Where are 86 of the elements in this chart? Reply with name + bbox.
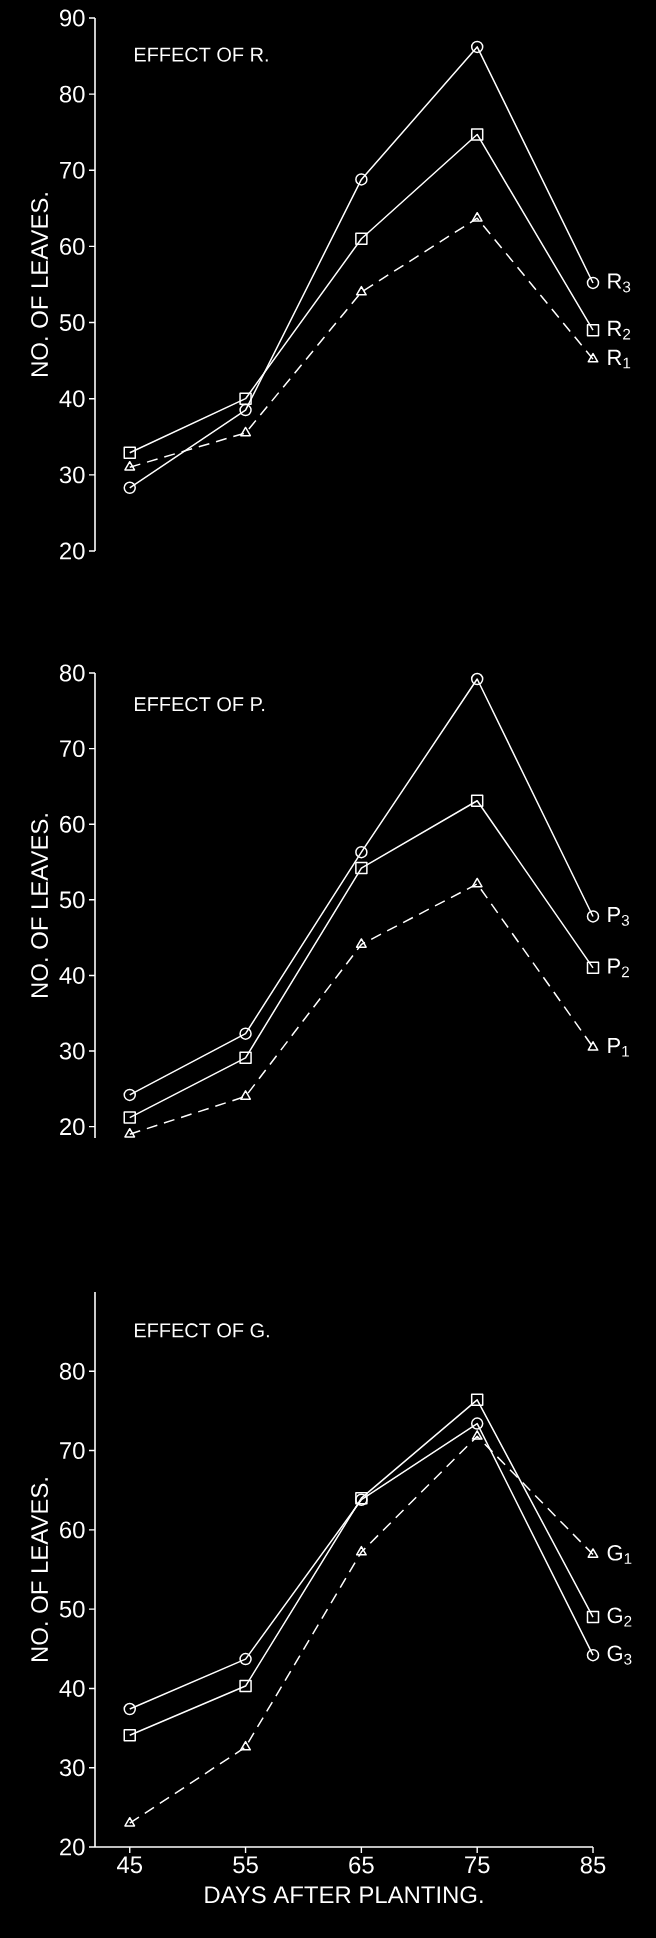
point xyxy=(355,845,368,859)
y-tick-label: 60 xyxy=(60,237,85,255)
point xyxy=(124,1816,136,1827)
y-tick-label: 80 xyxy=(59,85,85,103)
point xyxy=(239,1051,252,1065)
point xyxy=(240,1090,252,1100)
point xyxy=(239,392,252,405)
point xyxy=(471,877,483,888)
y-axis-title: NO. OF LEAVES. xyxy=(31,193,49,376)
y-tick-label: 50 xyxy=(59,1600,85,1618)
y-tick-label: 90 xyxy=(60,9,85,27)
x-tick-label: 55 xyxy=(233,1856,258,1874)
point xyxy=(123,1111,136,1124)
point xyxy=(123,446,136,460)
point xyxy=(239,403,252,417)
point xyxy=(355,938,367,948)
y-tick-label: 40 xyxy=(59,390,85,408)
y-tick-label: 20 xyxy=(60,1118,85,1136)
y-tick-label: 70 xyxy=(60,1442,85,1460)
y-tick-label: 50 xyxy=(59,891,85,909)
y-tick-label: 70 xyxy=(60,161,85,179)
point xyxy=(470,1393,484,1407)
y-tick-label: 30 xyxy=(59,466,85,484)
point xyxy=(355,173,368,186)
y-tick-label: 40 xyxy=(59,1679,85,1697)
series-label: P$_{2}$ xyxy=(608,958,629,978)
series-label: G$_{3}$ xyxy=(607,1645,632,1665)
point xyxy=(355,232,368,246)
x-tick-label: 75 xyxy=(465,1856,490,1874)
y-tick-label: 30 xyxy=(59,1042,85,1060)
y-tick-label: 60 xyxy=(60,815,85,833)
y-axis-title: NO. OF LEAVES. xyxy=(31,1478,49,1661)
x-tick-label: 45 xyxy=(116,1856,143,1874)
point xyxy=(355,285,367,296)
point xyxy=(239,1027,252,1040)
y-tick-label: 80 xyxy=(59,664,85,682)
point xyxy=(239,1679,252,1693)
series-label: G$_{1}$ xyxy=(607,1545,632,1564)
point xyxy=(587,352,599,363)
point xyxy=(587,1548,599,1558)
series-label: P$_{3}$ xyxy=(608,907,629,926)
point xyxy=(124,460,136,471)
text: EFFECT OF R. xyxy=(135,47,268,62)
y-tick-label: 40 xyxy=(59,966,85,984)
x-tick-label: 85 xyxy=(580,1856,606,1874)
x-axis-title: DAYS AFTER PLANTING. xyxy=(205,1886,483,1904)
y-tick-label: 60 xyxy=(60,1521,85,1539)
point xyxy=(470,672,484,686)
point xyxy=(123,1088,136,1102)
series-label: R$_{3}$ xyxy=(608,273,631,293)
point xyxy=(587,1041,599,1051)
y-tick-label: 80 xyxy=(59,1362,85,1380)
series-label: P$_{1}$ xyxy=(608,1038,629,1057)
point xyxy=(586,961,600,975)
point xyxy=(471,1430,483,1440)
point xyxy=(470,40,484,54)
point xyxy=(586,1648,600,1662)
text: EFFECT OF P. xyxy=(135,697,265,712)
series-label: R$_{1}$ xyxy=(608,349,631,369)
point xyxy=(470,128,484,141)
point xyxy=(586,276,600,290)
point xyxy=(124,1127,136,1138)
y-tick-label: 30 xyxy=(59,1759,85,1777)
point xyxy=(355,1545,367,1556)
point xyxy=(586,1610,600,1624)
point xyxy=(586,910,600,923)
point xyxy=(123,481,136,495)
y-tick-label: 70 xyxy=(60,740,85,758)
point xyxy=(470,1417,484,1430)
point xyxy=(240,426,252,437)
x-tick-label: 65 xyxy=(349,1856,374,1874)
point xyxy=(471,211,483,222)
y-axis-title: NO. OF LEAVES. xyxy=(31,814,49,997)
y-tick-label: 20 xyxy=(60,542,85,560)
point xyxy=(123,1702,136,1716)
text: EFFECT OF G. xyxy=(135,1323,269,1338)
point xyxy=(355,861,368,875)
point xyxy=(240,1740,252,1751)
y-tick-label: 20 xyxy=(60,1838,85,1856)
point xyxy=(470,794,484,808)
series-label: R$_{2}$ xyxy=(608,320,631,340)
point xyxy=(123,1728,136,1742)
series-label: G$_{2}$ xyxy=(607,1607,632,1627)
point xyxy=(239,1652,252,1666)
point xyxy=(586,323,600,337)
y-tick-label: 50 xyxy=(59,314,85,332)
